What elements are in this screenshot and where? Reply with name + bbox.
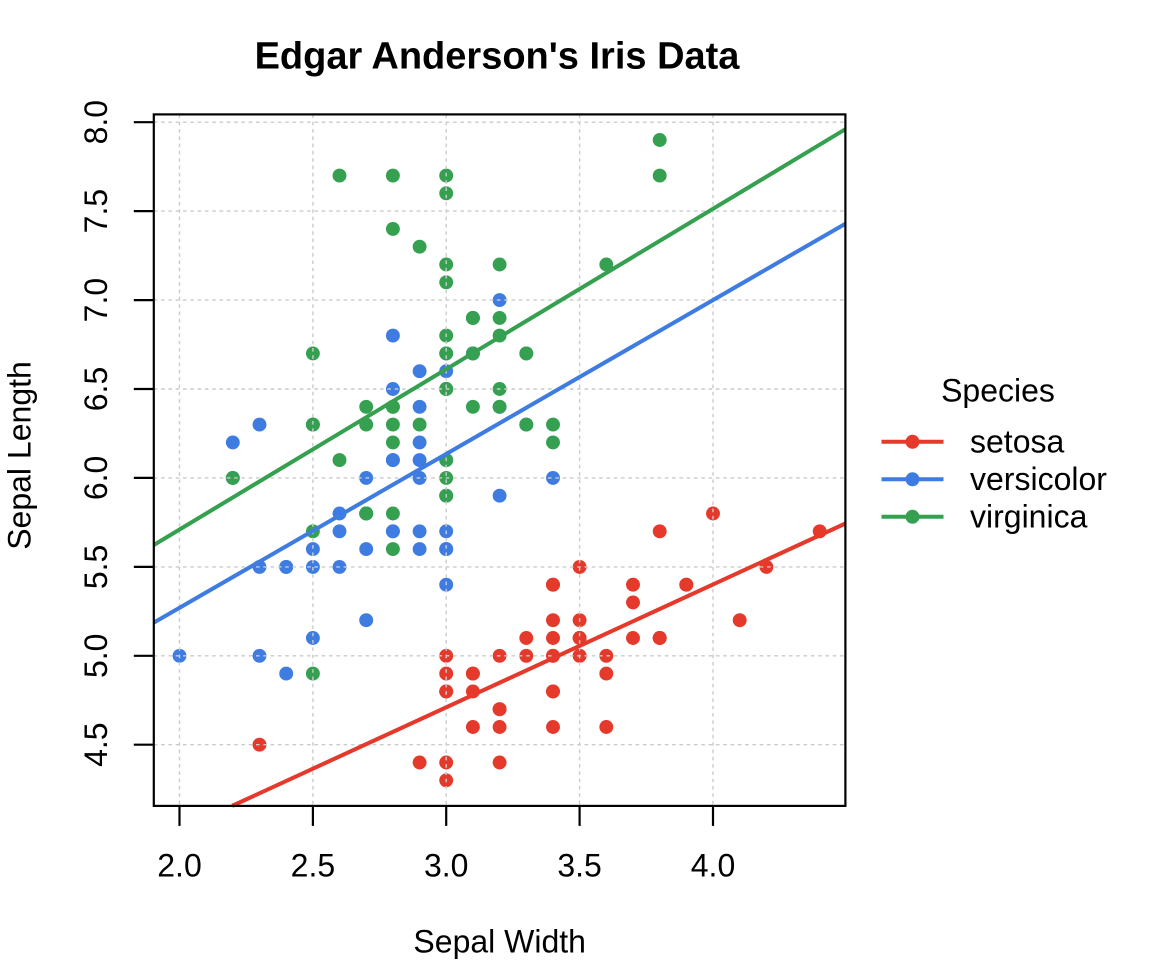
svg-text:4.0: 4.0 (691, 847, 735, 883)
svg-text:6.5: 6.5 (78, 367, 114, 411)
svg-text:5.0: 5.0 (78, 634, 114, 678)
svg-text:7.5: 7.5 (78, 189, 114, 233)
svg-text:virginica: virginica (970, 499, 1088, 535)
svg-text:5.5: 5.5 (78, 545, 114, 589)
svg-text:2.5: 2.5 (291, 847, 335, 883)
svg-text:6.0: 6.0 (78, 456, 114, 500)
svg-text:3.0: 3.0 (424, 847, 468, 883)
svg-text:8.0: 8.0 (78, 100, 114, 144)
svg-text:setosa: setosa (970, 424, 1064, 460)
svg-text:Sepal Length: Sepal Length (2, 361, 38, 550)
svg-text:2.0: 2.0 (157, 847, 201, 883)
svg-text:versicolor: versicolor (970, 461, 1107, 497)
svg-text:7.0: 7.0 (78, 278, 114, 322)
svg-text:Species: Species (941, 373, 1055, 409)
svg-text:4.5: 4.5 (78, 722, 114, 766)
svg-text:Sepal Width: Sepal Width (413, 923, 586, 959)
svg-text:Edgar Anderson's Iris Data: Edgar Anderson's Iris Data (255, 35, 741, 77)
svg-text:3.5: 3.5 (557, 847, 601, 883)
